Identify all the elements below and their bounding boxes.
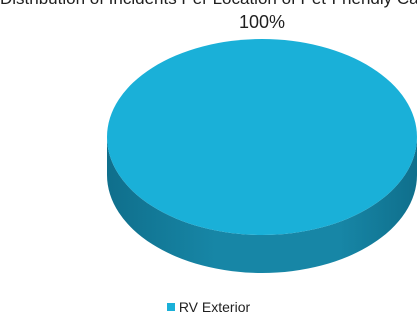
legend-swatch <box>166 303 175 311</box>
pie-slice-rv-exterior <box>107 39 417 235</box>
data-label-rv-exterior: 100% <box>239 12 285 32</box>
chart-title: Distribution of Incidents Per Location o… <box>0 0 417 8</box>
legend-label: RV Exterior <box>178 299 251 315</box>
pie-slice-side-rv-exterior <box>107 137 417 273</box>
legend: RV Exterior <box>0 298 417 316</box>
